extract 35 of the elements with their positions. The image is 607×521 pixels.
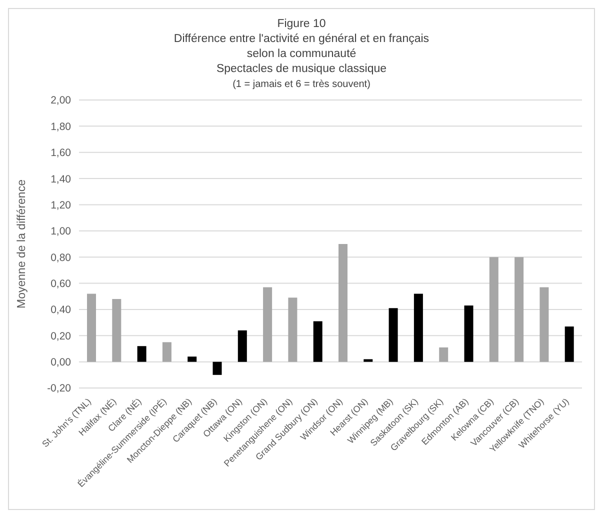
bar <box>212 362 222 375</box>
chart-subtitle: (1 = jamais et 6 = très souvent) <box>232 78 372 92</box>
y-tick-label: 1,60 <box>50 147 72 160</box>
y-tick-label: 2,00 <box>50 94 72 107</box>
bar <box>364 359 373 362</box>
chart-title: Figure 10 Différence entre l'activité en général et en français selon la communauté Spectacles de musique classique <box>172 17 430 77</box>
y-tick-label: 1,00 <box>50 226 72 238</box>
bar <box>313 321 322 362</box>
bar <box>238 330 247 362</box>
bar <box>263 287 272 362</box>
y-axis-title: Moyenne de la différence <box>16 180 28 308</box>
bar <box>188 356 197 362</box>
bar <box>414 294 423 362</box>
bar <box>112 298 122 362</box>
bar <box>87 294 96 362</box>
y-tick-label: 1,40 <box>50 173 72 186</box>
bar <box>439 347 448 362</box>
bar <box>540 287 549 362</box>
bar <box>388 308 398 362</box>
bar <box>338 244 348 362</box>
bar <box>162 342 172 362</box>
y-tick-label: -0,20 <box>47 382 72 395</box>
y-tick-label: 0,40 <box>50 304 72 316</box>
bar <box>489 257 498 362</box>
bar <box>514 257 524 362</box>
bar <box>464 306 474 362</box>
bar <box>288 298 298 362</box>
bar <box>137 346 146 362</box>
y-tick-label: 0,20 <box>50 330 72 342</box>
bar <box>564 326 574 362</box>
y-tick-label: 1,20 <box>50 199 72 212</box>
y-tick-label: 0,60 <box>50 278 72 290</box>
y-tick-label: 0,80 <box>50 252 72 264</box>
y-tick-label: 1,80 <box>50 120 72 133</box>
y-tick-label: 0,00 <box>50 356 72 369</box>
